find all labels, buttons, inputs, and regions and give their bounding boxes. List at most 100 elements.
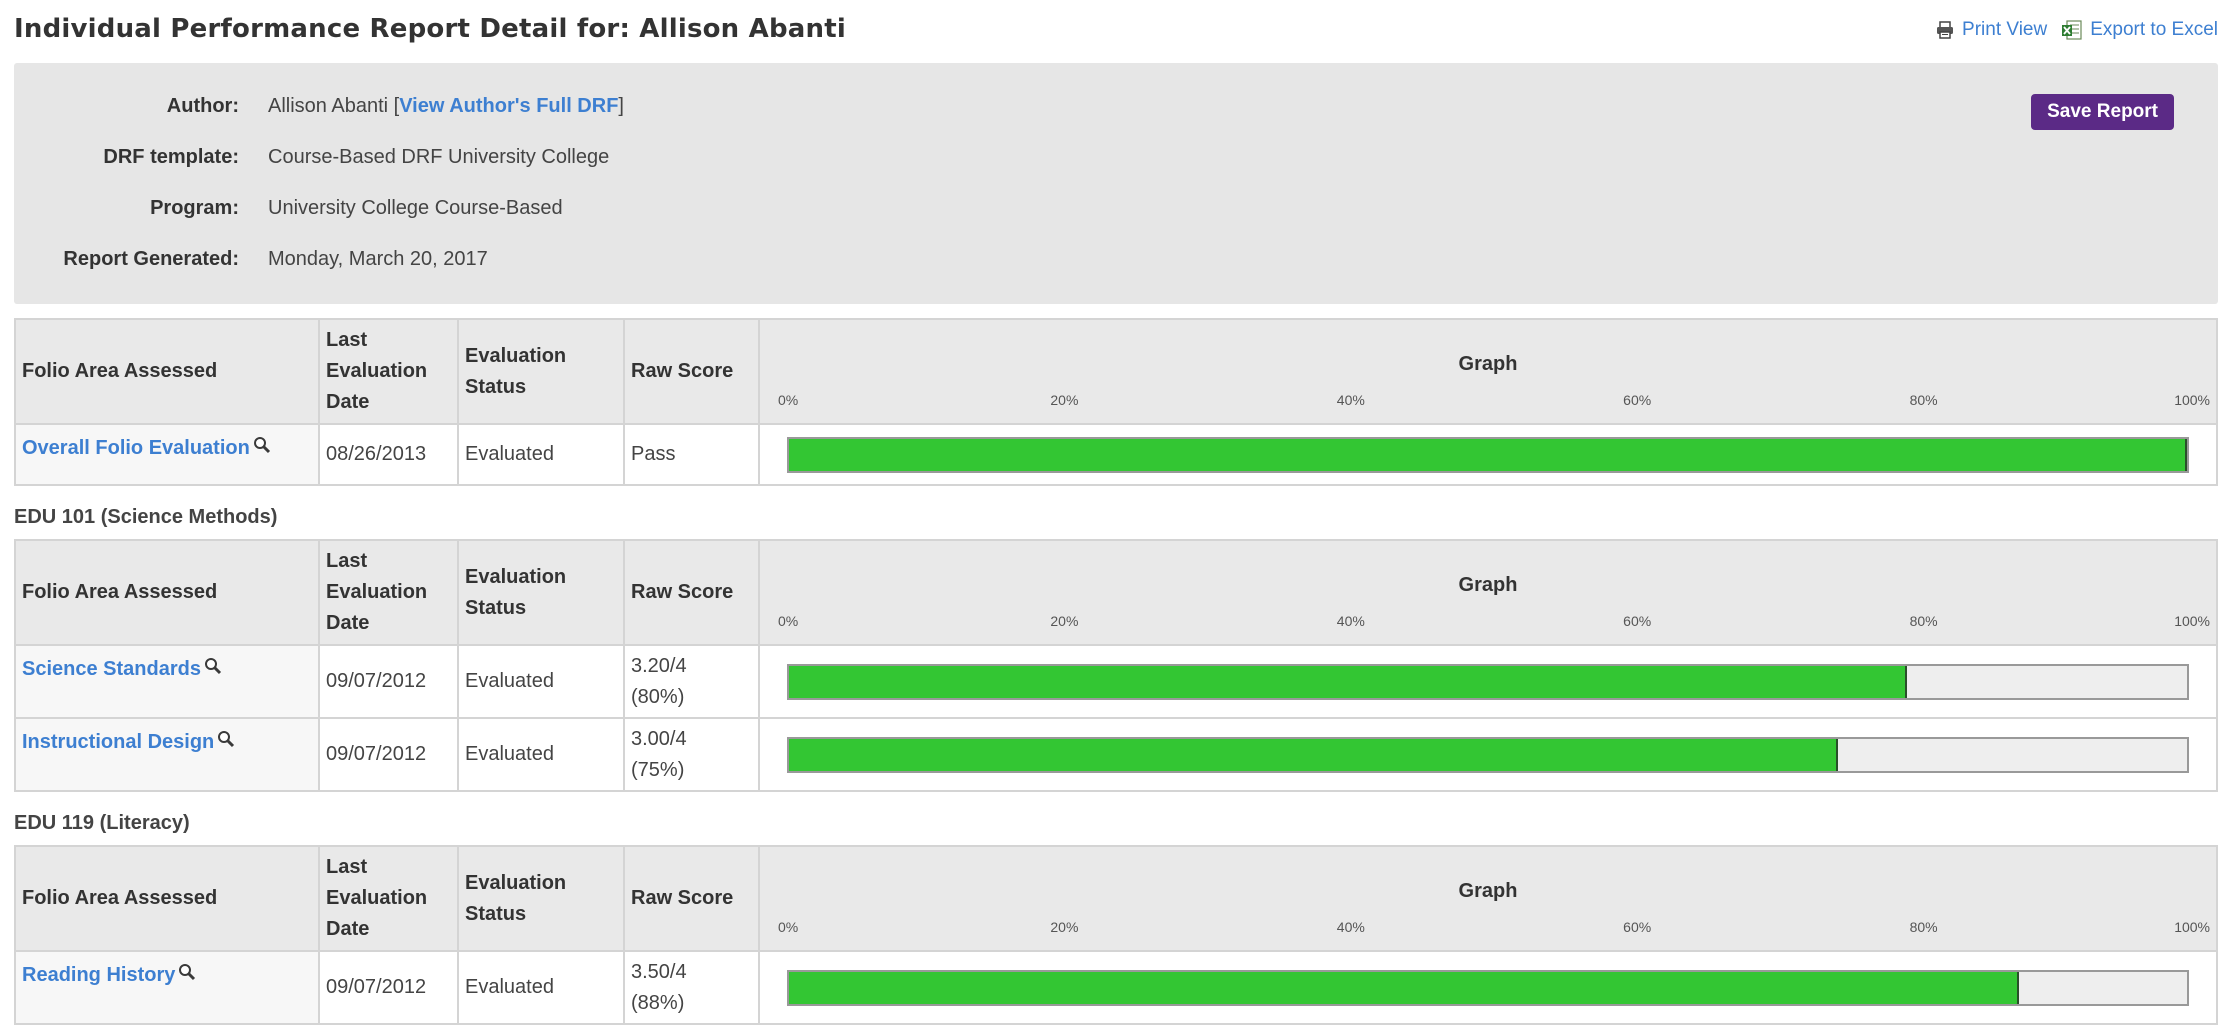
raw-score-percent: (88%) — [631, 991, 685, 1014]
raw-score-percent: (80%) — [631, 685, 685, 708]
generated-value: Monday, March 20, 2017 — [268, 248, 488, 270]
folio-area-link[interactable]: Science Standards — [22, 658, 201, 680]
report-sections: Folio Area Assessed Last Evaluation Date E… — [14, 318, 2218, 1025]
program-value: University College Course-Based — [268, 197, 563, 219]
column-last-evaluation-date: Last Evaluation Date — [318, 539, 459, 646]
print-view-link[interactable]: Print View — [1935, 19, 2047, 41]
report-info-panel: Author: Allison Abanti [View Author's Fu… — [14, 63, 2218, 304]
evaluation-status: Evaluated — [457, 644, 625, 719]
table-row: Instructional Design 09/07/2012 Evaluated 3… — [14, 717, 2218, 792]
column-folio-area: Folio Area Assessed — [14, 539, 320, 646]
graph-tick-label: 40% — [1336, 919, 1365, 935]
generated-label: Report Generated: — [63, 248, 239, 270]
column-graph: Graph 0% 20% 40% 60% 80% 100% — [758, 318, 2218, 425]
last-evaluation-date: 09/07/2012 — [318, 644, 459, 719]
evaluation-status: Evaluated — [457, 423, 625, 486]
graph-cell — [758, 423, 2218, 486]
table-header-row: Folio Area Assessed Last Evaluation Date E… — [14, 539, 2218, 646]
graph-tick-label: 0% — [778, 392, 799, 408]
graph-tick-label: 20% — [1050, 613, 1079, 629]
magnifier-icon[interactable] — [178, 960, 196, 991]
graph-tick-label: 0% — [778, 919, 799, 935]
printer-icon — [1935, 20, 1955, 40]
last-evaluation-date: 09/07/2012 — [318, 950, 459, 1025]
graph-tick-label: 60% — [1623, 613, 1652, 629]
program-label: Program: — [150, 197, 239, 219]
evaluation-status: Evaluated — [457, 950, 625, 1025]
column-evaluation-status: Evaluation Status — [457, 845, 625, 952]
template-row: DRF template: Course-Based DRF Universit… — [14, 146, 609, 169]
evaluation-status: Evaluated — [457, 717, 625, 792]
graph-tick-label: 80% — [1909, 392, 1938, 408]
last-evaluation-date: 09/07/2012 — [318, 717, 459, 792]
table-row: Overall Folio Evaluation 08/26/2013 Evalua… — [14, 423, 2218, 486]
export-excel-label: Export to Excel — [2090, 19, 2218, 40]
raw-score: 3.00/4 — [631, 727, 687, 750]
graph-tick-label: 60% — [1623, 919, 1652, 935]
graph-tick-label: 60% — [1623, 392, 1652, 408]
raw-score-cell: 3.20/4 (80%) — [623, 644, 760, 719]
raw-score: 3.50/4 — [631, 960, 687, 983]
raw-score: 3.20/4 — [631, 654, 687, 677]
author-name: Allison Abanti — [268, 95, 389, 117]
folio-area-link[interactable]: Reading History — [22, 964, 176, 986]
last-evaluation-date: 08/26/2013 — [318, 423, 459, 486]
page-title: Individual Performance Report Detail for… — [14, 14, 846, 44]
export-excel-link[interactable]: Export to Excel — [2061, 19, 2218, 41]
table-header-row: Folio Area Assessed Last Evaluation Date E… — [14, 845, 2218, 952]
raw-score-cell: 3.00/4 (75%) — [623, 717, 760, 792]
table-header-row: Folio Area Assessed Last Evaluation Date E… — [14, 318, 2218, 425]
column-raw-score: Raw Score — [623, 845, 760, 952]
column-last-evaluation-date: Last Evaluation Date — [318, 845, 459, 952]
top-links: Print View Export to Excel — [1935, 19, 2218, 41]
print-view-label: Print View — [1962, 19, 2048, 40]
column-folio-area: Folio Area Assessed — [14, 845, 320, 952]
column-evaluation-status: Evaluation Status — [457, 539, 625, 646]
column-raw-score: Raw Score — [623, 318, 760, 425]
view-full-drf-link[interactable]: View Author's Full DRF — [399, 95, 619, 117]
column-last-evaluation-date: Last Evaluation Date — [318, 318, 459, 425]
score-bar-fill — [789, 665, 1908, 698]
graph-tick-label: 100% — [2174, 919, 2210, 935]
graph-tick-label: 80% — [1909, 613, 1938, 629]
author-row: Author: Allison Abanti [View Author's Fu… — [14, 95, 624, 118]
report-page: Individual Performance Report Detail for… — [14, 0, 2218, 1025]
section-title: EDU 119 (Literacy) — [14, 812, 190, 834]
save-report-button[interactable]: Save Report — [2031, 94, 2174, 130]
folio-area-link[interactable]: Overall Folio Evaluation — [22, 437, 250, 459]
raw-score-cell: 3.50/4 (88%) — [623, 950, 760, 1025]
folio-area-cell: Science Standards — [14, 644, 320, 719]
score-bar — [787, 736, 2189, 773]
template-value: Course-Based DRF University College — [268, 146, 610, 168]
graph-heading: Graph — [1458, 574, 1518, 596]
program-row: Program: University College Course-Based — [14, 197, 563, 220]
score-bar — [787, 436, 2189, 473]
author-label: Author: — [166, 95, 239, 117]
score-bar-fill — [789, 971, 2020, 1004]
generated-row: Report Generated: Monday, March 20, 2017 — [14, 248, 488, 271]
graph-tick-label: 40% — [1336, 613, 1365, 629]
graph-tick-label: 100% — [2174, 392, 2210, 408]
graph-heading: Graph — [1458, 880, 1518, 902]
magnifier-icon[interactable] — [217, 727, 235, 758]
excel-icon — [2061, 19, 2083, 41]
column-evaluation-status: Evaluation Status — [457, 318, 625, 425]
graph-tick-label: 20% — [1050, 919, 1079, 935]
folio-area-cell: Instructional Design — [14, 717, 320, 792]
magnifier-icon[interactable] — [204, 654, 222, 685]
graph-tick-label: 80% — [1909, 919, 1938, 935]
performance-table: Folio Area Assessed Last Evaluation Date E… — [14, 539, 2218, 792]
score-bar-fill — [789, 738, 1838, 771]
graph-cell — [758, 717, 2218, 792]
author-value: Allison Abanti [View Author's Full DRF] — [268, 95, 624, 117]
graph-tick-label: 0% — [778, 613, 799, 629]
magnifier-icon[interactable] — [253, 433, 271, 464]
template-label: DRF template: — [103, 146, 239, 168]
section-title: EDU 101 (Science Methods) — [14, 506, 278, 528]
column-graph: Graph 0% 20% 40% 60% 80% 100% — [758, 539, 2218, 646]
column-raw-score: Raw Score — [623, 539, 760, 646]
graph-cell — [758, 644, 2218, 719]
graph-heading: Graph — [1458, 353, 1518, 375]
folio-area-link[interactable]: Instructional Design — [22, 731, 215, 753]
column-folio-area: Folio Area Assessed — [14, 318, 320, 425]
